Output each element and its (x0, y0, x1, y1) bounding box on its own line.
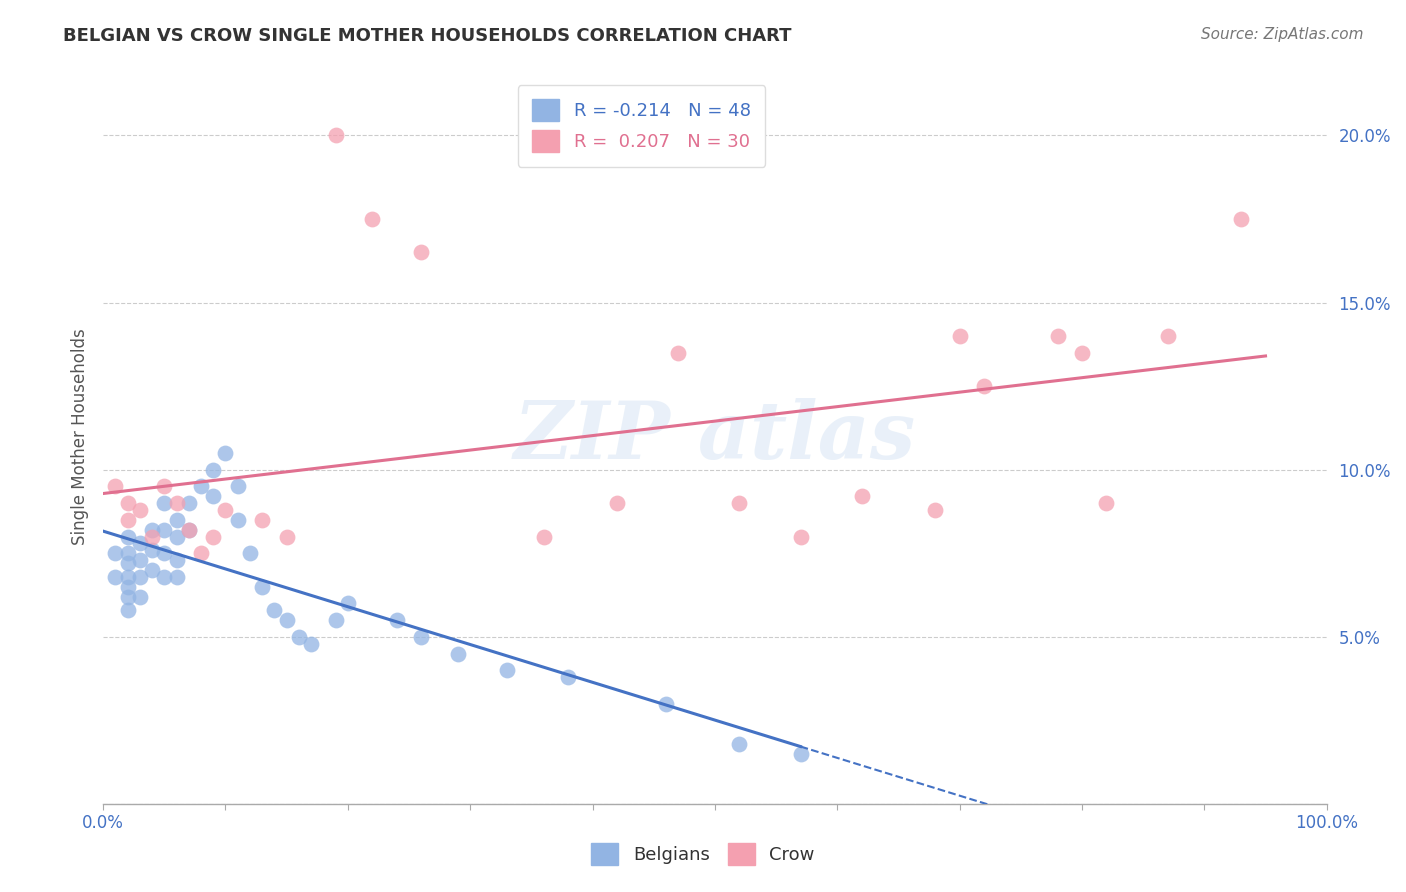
Point (385, 613, 408, 627)
Point (128, 590, 150, 604)
Point (666, 345, 689, 359)
Point (104, 546, 127, 560)
Point (250, 513, 273, 527)
Point (177, 523, 200, 537)
Point (117, 556, 139, 570)
Point (606, 496, 628, 510)
Point (973, 379, 995, 393)
Point (557, 670, 579, 684)
Point (226, 479, 249, 493)
Point (190, 546, 212, 560)
Text: Source: ZipAtlas.com: Source: ZipAtlas.com (1201, 27, 1364, 42)
Point (1156, 329, 1178, 343)
Point (117, 569, 139, 583)
Point (202, 463, 225, 477)
Y-axis label: Single Mother Households: Single Mother Households (72, 328, 89, 545)
Point (166, 553, 188, 567)
Point (411, 630, 433, 644)
Point (128, 536, 150, 550)
Point (276, 530, 298, 544)
Point (728, 496, 751, 510)
Point (1095, 496, 1118, 510)
Point (325, 128, 347, 143)
Point (288, 630, 311, 644)
Point (117, 603, 139, 617)
Point (202, 490, 225, 504)
Point (214, 446, 236, 460)
Point (789, 530, 811, 544)
Point (153, 496, 176, 510)
Point (949, 329, 972, 343)
Legend: R = -0.214   N = 48, R =  0.207   N = 30: R = -0.214 N = 48, R = 0.207 N = 30 (517, 85, 765, 167)
Point (153, 569, 176, 583)
Point (153, 546, 176, 560)
Point (117, 496, 139, 510)
Point (447, 647, 470, 661)
Point (177, 496, 200, 510)
Point (117, 590, 139, 604)
Point (411, 245, 433, 260)
Legend: Belgians, Crow: Belgians, Crow (582, 834, 824, 874)
Point (276, 613, 298, 627)
Point (851, 490, 873, 504)
Point (153, 523, 176, 537)
Point (202, 530, 225, 544)
Point (166, 513, 188, 527)
Point (190, 479, 212, 493)
Point (153, 479, 176, 493)
Text: BELGIAN VS CROW SINGLE MOTHER HOUSEHOLDS CORRELATION CHART: BELGIAN VS CROW SINGLE MOTHER HOUSEHOLDS… (63, 27, 792, 45)
Point (117, 580, 139, 594)
Text: ZIP atlas: ZIP atlas (513, 398, 917, 475)
Point (141, 523, 163, 537)
Point (117, 546, 139, 560)
Point (1071, 345, 1094, 359)
Point (226, 513, 249, 527)
Point (361, 211, 384, 226)
Point (325, 613, 347, 627)
Point (496, 663, 519, 677)
Point (924, 503, 946, 517)
Point (166, 530, 188, 544)
Point (141, 542, 163, 557)
Point (141, 563, 163, 577)
Point (128, 569, 150, 583)
Point (117, 530, 139, 544)
Point (789, 747, 811, 761)
Point (128, 503, 150, 517)
Point (263, 603, 285, 617)
Point (104, 569, 127, 583)
Point (728, 737, 751, 751)
Point (336, 596, 359, 610)
Point (299, 636, 322, 650)
Point (655, 697, 678, 711)
Point (166, 569, 188, 583)
Point (166, 496, 188, 510)
Point (1230, 211, 1253, 226)
Point (177, 523, 200, 537)
Point (214, 503, 236, 517)
Point (250, 580, 273, 594)
Point (1046, 329, 1069, 343)
Point (117, 513, 139, 527)
Point (104, 479, 127, 493)
Point (141, 530, 163, 544)
Point (239, 546, 262, 560)
Point (533, 530, 555, 544)
Point (128, 553, 150, 567)
